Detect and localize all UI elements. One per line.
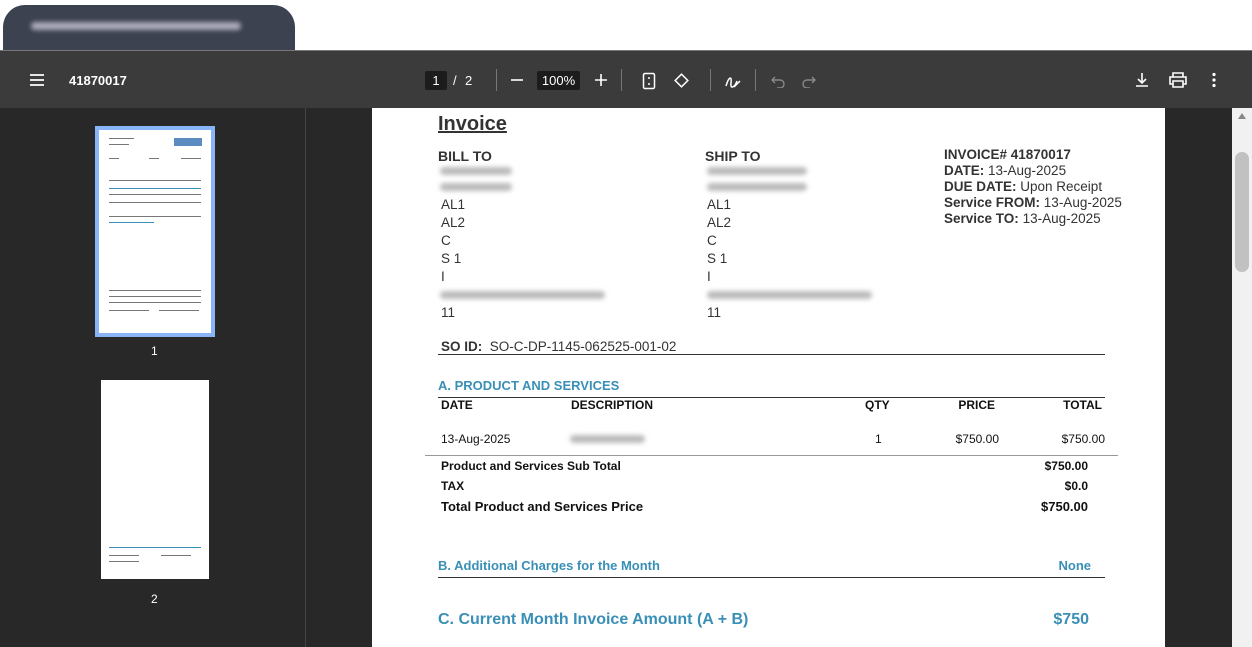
page-separator: / (453, 73, 457, 88)
download[interactable] (1134, 72, 1150, 88)
address-line: C (441, 233, 451, 248)
info-value: 13-Aug-2025 (988, 163, 1067, 178)
invoice-info-row: DATE: 13-Aug-2025 (944, 163, 1066, 178)
scrollbar[interactable] (1232, 108, 1252, 647)
total-label: Total Product and Services Price (441, 499, 644, 514)
invoice-title: Invoice (438, 113, 507, 135)
blurred-email (440, 291, 605, 299)
address-line: C (707, 233, 717, 248)
blurred-name (440, 167, 512, 175)
rotate[interactable] (673, 72, 691, 90)
pdf-page: Invoice BILL TO SHIP TO SO ID: SO-C-DP-1… (372, 108, 1165, 647)
address-line: S 1 (707, 251, 728, 266)
more-menu[interactable] (1210, 72, 1218, 88)
info-label: DUE DATE: (944, 179, 1017, 194)
address-line: 11 (441, 305, 456, 320)
divider (496, 69, 497, 91)
section-b-value: None (1058, 558, 1092, 573)
print[interactable] (1169, 72, 1187, 88)
info-label: Service FROM: (944, 195, 1041, 210)
invoice-info-row: Service TO: 13-Aug-2025 (944, 211, 1101, 226)
rule (438, 577, 1105, 578)
invoice-info-row: INVOICE# 41870017 (944, 147, 1071, 162)
address-line: AL2 (441, 215, 466, 230)
rule (438, 397, 1105, 398)
info-label: DATE: (944, 163, 985, 178)
ship-to-heading: SHIP TO (705, 148, 761, 164)
address-line: AL1 (707, 197, 732, 212)
address-line: AL1 (441, 197, 466, 212)
thumbnail-sidebar: 1 2 (0, 108, 306, 647)
zoom-input[interactable]: 100% (537, 71, 580, 90)
thumbnail-label: 2 (151, 592, 158, 606)
info-label: Service TO: (944, 211, 1019, 226)
info-value: 13-Aug-2025 (1043, 195, 1122, 210)
menu-button[interactable] (29, 73, 45, 87)
blurred-name (707, 167, 807, 175)
table-header: QTY (865, 398, 890, 412)
file-name: 41870017 (69, 73, 127, 88)
page-total: 2 (465, 73, 473, 88)
address-line: I (707, 269, 711, 284)
toolbar: 41870017 1 / 2 100% (0, 50, 1252, 109)
undo[interactable] (771, 74, 785, 88)
table-cell: $750.00 (1061, 432, 1105, 446)
table-header: TOTAL (1063, 398, 1102, 412)
table-cell: 13-Aug-2025 (441, 432, 511, 446)
table-header: PRICE (958, 398, 995, 412)
divider (710, 69, 711, 91)
info-value: 13-Aug-2025 (1022, 211, 1101, 226)
scroll-up[interactable] (1237, 112, 1247, 120)
total-label: Product and Services Sub Total (441, 459, 621, 473)
section-a-heading: A. PRODUCT AND SERVICES (438, 378, 620, 393)
blurred-description (570, 435, 645, 443)
page-input[interactable]: 1 (425, 71, 447, 90)
blurred-email (707, 291, 872, 299)
zoom-out[interactable] (510, 73, 524, 87)
so-id: SO ID: SO-C-DP-1145-062525-001-02 (441, 339, 676, 354)
address-line: I (441, 269, 445, 284)
redo[interactable] (802, 74, 816, 88)
thumbnail-page-1[interactable] (95, 126, 215, 337)
rule (438, 354, 1105, 355)
tab-title-blurred (31, 22, 241, 30)
thumbnail-page-2[interactable] (101, 380, 209, 579)
total-value: $0.0 (1064, 479, 1088, 493)
so-id-label: SO ID: (441, 339, 483, 354)
thumbnail-label: 1 (151, 344, 158, 358)
divider (755, 69, 756, 91)
table-cell: $750.00 (955, 432, 999, 446)
info-value: Upon Receipt (1020, 179, 1103, 194)
scroll-thumb[interactable] (1235, 152, 1249, 272)
thumb-logo (174, 138, 202, 146)
draw[interactable] (724, 72, 742, 90)
address-line: S 1 (441, 251, 462, 266)
section-b-heading: B. Additional Charges for the Month (438, 558, 660, 573)
browser-tab[interactable] (3, 5, 295, 51)
bill-to-heading: BILL TO (438, 148, 492, 164)
total-label: TAX (441, 479, 465, 493)
address-line: 11 (707, 305, 722, 320)
total-value: $750.00 (1044, 459, 1088, 473)
section-c-value: $750 (1053, 611, 1089, 628)
fit-page[interactable] (642, 72, 656, 90)
total-value: $750.00 (1041, 499, 1088, 514)
info-label: INVOICE# 41870017 (944, 147, 1071, 162)
so-id-value: SO-C-DP-1145-062525-001-02 (489, 339, 677, 354)
divider (621, 69, 622, 91)
table-header: DATE (441, 398, 473, 412)
blurred-name (707, 183, 807, 191)
table-cell: 1 (875, 432, 882, 446)
zoom-in[interactable] (594, 73, 608, 87)
section-c-heading: C. Current Month Invoice Amount (A + B) (438, 611, 749, 628)
rule (425, 455, 1118, 456)
invoice-info-row: DUE DATE: Upon Receipt (944, 179, 1102, 194)
address-line: AL2 (707, 215, 732, 230)
blurred-name (440, 183, 512, 191)
table-header: DESCRIPTION (571, 398, 654, 412)
invoice-info-row: Service FROM: 13-Aug-2025 (944, 195, 1122, 210)
